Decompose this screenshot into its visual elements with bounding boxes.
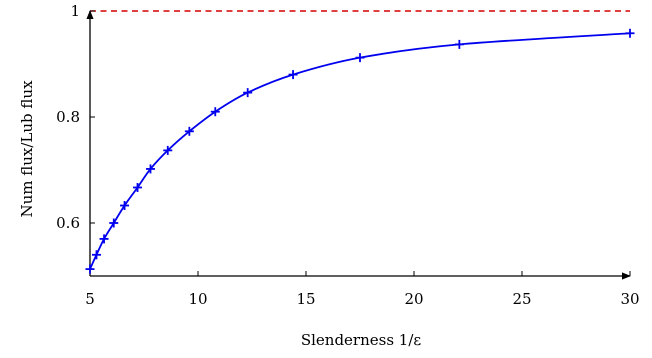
x-tick-label: 30	[620, 290, 639, 308]
data-point	[454, 39, 464, 49]
x-tick-label: 15	[296, 290, 315, 308]
x-tick-label: 25	[512, 290, 531, 308]
x-tick-label: 5	[85, 290, 95, 308]
data-point	[145, 164, 155, 174]
data-point	[288, 70, 298, 80]
y-tick-label: 0.8	[56, 108, 80, 126]
x-tick-label: 20	[404, 290, 423, 308]
y-tick-label: 1	[70, 2, 80, 20]
data-point	[85, 264, 95, 274]
data-point	[91, 250, 101, 260]
data-point	[625, 28, 635, 38]
x-tick-label: 10	[188, 290, 207, 308]
data-point	[99, 234, 109, 244]
data-point	[109, 218, 119, 228]
series-line-0	[89, 32, 631, 270]
data-point	[243, 88, 253, 98]
y-tick-label: 0.6	[56, 214, 80, 232]
axes	[86, 10, 631, 280]
data-point	[210, 107, 220, 117]
data-point	[355, 53, 365, 63]
ticks: 5 10 15 20 25 30 0.6 0.8 1	[56, 2, 639, 308]
data-point	[120, 201, 130, 211]
data-point	[184, 126, 194, 136]
series-layer	[85, 28, 635, 274]
data-point	[163, 145, 173, 155]
data-point	[133, 182, 143, 192]
y-axis-title: Num flux/Lub flux	[18, 80, 36, 218]
x-axis-title: Slenderness 1/ε	[301, 331, 422, 349]
